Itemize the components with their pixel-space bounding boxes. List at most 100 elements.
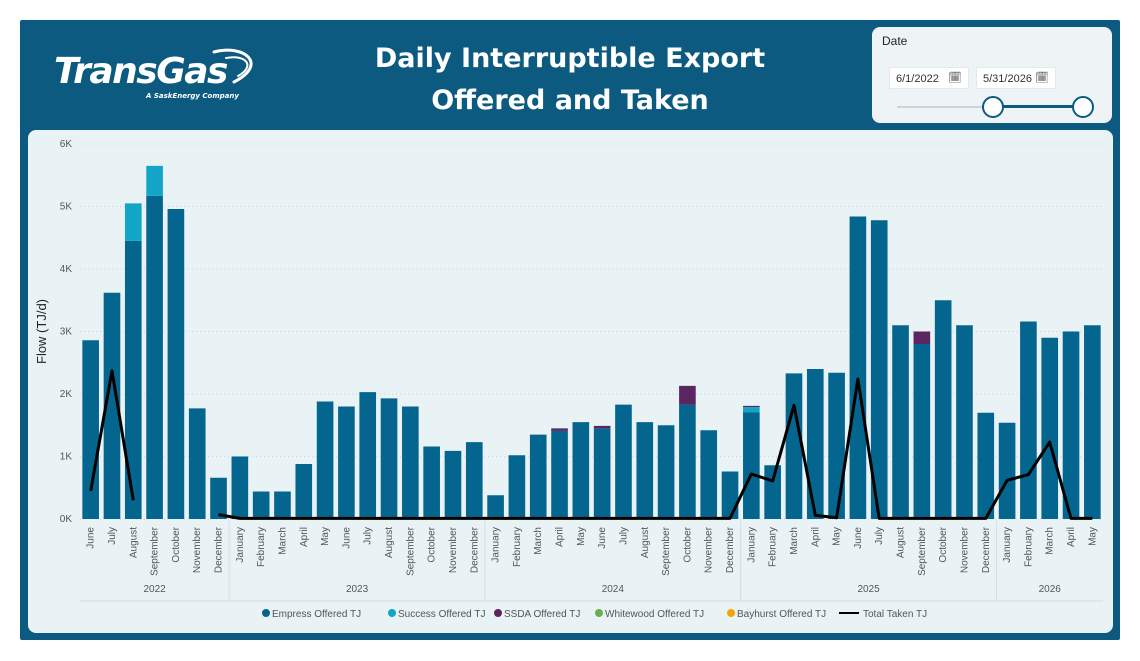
bar[interactable] <box>679 404 696 519</box>
bar[interactable] <box>593 425 611 429</box>
end-date-input[interactable]: 5/31/2026 🗓 <box>976 67 1056 89</box>
bar[interactable] <box>1020 321 1037 520</box>
bar[interactable] <box>956 325 973 519</box>
bar[interactable] <box>679 385 696 405</box>
x-tick-label: July <box>618 527 629 545</box>
bar[interactable] <box>934 300 952 519</box>
legend-entry[interactable]: SSDA Offered TJ <box>504 609 580 620</box>
legend-swatch[interactable] <box>727 609 735 617</box>
x-tick-label: September <box>917 526 928 576</box>
bar[interactable] <box>359 392 377 519</box>
bar[interactable] <box>657 425 675 519</box>
legend-entry[interactable]: Bayhurst Offered TJ <box>737 609 826 620</box>
calendar-icon[interactable]: 🗓 <box>1035 72 1049 84</box>
bar[interactable] <box>103 292 121 519</box>
bar[interactable] <box>82 340 99 519</box>
logo-tagline: A SaskEnergy Company <box>146 92 239 100</box>
legend-entry[interactable]: Empress Offered TJ <box>272 609 361 620</box>
bar[interactable] <box>529 434 547 519</box>
bar[interactable] <box>210 477 227 519</box>
legend-swatch[interactable] <box>494 609 502 617</box>
x-tick-label: October <box>427 526 438 562</box>
bar[interactable] <box>743 405 760 408</box>
bar[interactable] <box>615 404 632 519</box>
bar[interactable] <box>402 406 419 520</box>
x-tick-label: November <box>959 526 970 573</box>
y-tick-label: 1K <box>60 452 73 463</box>
bar[interactable] <box>551 430 568 519</box>
bar[interactable] <box>849 216 867 520</box>
bar[interactable] <box>764 465 781 519</box>
bar[interactable] <box>146 165 163 196</box>
bar[interactable] <box>423 446 440 520</box>
bar[interactable] <box>743 412 760 519</box>
bar[interactable] <box>188 408 206 519</box>
bar[interactable] <box>721 471 739 520</box>
bar[interactable] <box>316 401 334 520</box>
legend-swatch[interactable] <box>595 609 603 617</box>
taken-line[interactable] <box>218 377 1093 520</box>
bar[interactable] <box>700 430 718 519</box>
y-tick-label: 2K <box>60 389 73 400</box>
start-date-handle[interactable] <box>982 96 1004 118</box>
bar[interactable] <box>465 442 483 519</box>
bar[interactable] <box>998 422 1016 519</box>
legend-entry[interactable]: Success Offered TJ <box>398 609 485 620</box>
x-tick-label: January <box>491 527 502 563</box>
x-tick-label: December <box>469 526 480 573</box>
start-date-input[interactable]: 6/1/2022 🗓 <box>889 67 969 89</box>
x-tick-label: January <box>235 527 246 563</box>
x-tick-label: November <box>448 526 459 573</box>
legend-swatch[interactable] <box>388 609 396 617</box>
bar[interactable] <box>870 220 888 519</box>
legend-entry[interactable]: Total Taken TJ <box>863 609 927 620</box>
y-axis-label: Flow (TJ/d) <box>34 299 49 364</box>
bar[interactable] <box>380 398 398 519</box>
x-tick-label: February <box>768 527 779 567</box>
bar[interactable] <box>252 491 270 520</box>
y-tick-label: 4K <box>60 264 73 275</box>
bar[interactable] <box>743 407 760 413</box>
bar[interactable] <box>231 456 249 520</box>
calendar-icon[interactable]: 🗓 <box>948 72 962 84</box>
bar[interactable] <box>806 369 824 519</box>
x-tick-label: July <box>874 527 885 545</box>
bar[interactable] <box>444 450 462 519</box>
bar[interactable] <box>124 203 142 241</box>
bar[interactable] <box>636 422 654 519</box>
legend-entry[interactable]: Whitewood Offered TJ <box>605 609 704 620</box>
x-tick-label: June <box>341 527 352 549</box>
bar[interactable] <box>338 406 355 520</box>
bar[interactable] <box>572 422 590 519</box>
end-date-handle[interactable] <box>1072 96 1094 118</box>
legend-swatch[interactable] <box>262 609 270 617</box>
bar[interactable] <box>551 428 568 431</box>
bar[interactable] <box>593 428 611 519</box>
y-tick-label: 6K <box>60 139 73 150</box>
bar[interactable] <box>295 464 313 519</box>
taken-line[interactable] <box>89 369 135 501</box>
bar[interactable] <box>1084 325 1101 519</box>
bar[interactable] <box>124 240 142 519</box>
x-tick-label: August <box>384 527 395 558</box>
bar[interactable] <box>1062 331 1080 520</box>
bar[interactable] <box>977 412 995 519</box>
x-tick-label: July <box>107 527 118 545</box>
bar[interactable] <box>1041 337 1059 519</box>
bar[interactable] <box>913 331 931 345</box>
bar[interactable] <box>785 373 803 519</box>
bar[interactable] <box>828 372 845 519</box>
x-tick-label: March <box>277 527 288 555</box>
bar[interactable] <box>487 495 504 519</box>
bar[interactable] <box>167 209 185 519</box>
bar[interactable] <box>892 325 909 519</box>
bar[interactable] <box>508 455 526 519</box>
x-tick-label: May <box>576 527 587 546</box>
end-date-value: 5/31/2026 <box>983 73 1032 85</box>
bar[interactable] <box>274 491 291 520</box>
year-label: 2024 <box>602 584 625 595</box>
x-tick-label: January <box>1002 527 1013 563</box>
bar[interactable] <box>913 344 931 519</box>
bar[interactable] <box>146 195 163 519</box>
x-tick-label: August <box>896 527 907 558</box>
